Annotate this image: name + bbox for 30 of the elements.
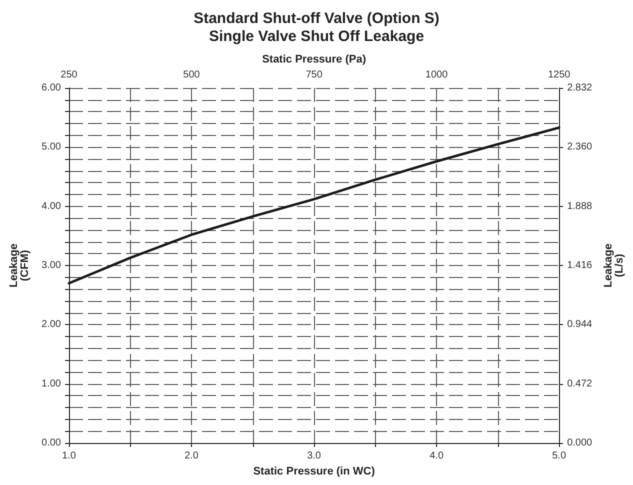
y-tick-label: 0.00 — [42, 438, 62, 448]
chart-subtitle: Single Valve Shut Off Leakage — [208, 28, 424, 45]
y2-tick-label: 2.832 — [567, 82, 593, 94]
y2-tick-label: 0.944 — [567, 319, 593, 330]
y2-axis-title: Leakage (L/s) — [602, 243, 626, 288]
y-tick-label: 2.00 — [42, 319, 62, 330]
x2-tick-label: 500 — [183, 70, 200, 80]
y2-tick-label: 0.000 — [567, 438, 593, 448]
x-axis-title: Static Pressure (in WC) — [253, 465, 376, 478]
x2-tick-label: 1000 — [425, 70, 448, 80]
y2-tick-label: 1.888 — [567, 200, 593, 212]
y2-tick-label: 2.360 — [567, 142, 593, 153]
x-tick-label: 3.0 — [307, 450, 322, 462]
x-tick-label: 1.0 — [62, 450, 76, 462]
y-tick-label: 6.00 — [42, 82, 62, 94]
chart-title: Standard Shut-off Valve (Option S) — [194, 10, 440, 27]
y2-tick-label: 1.416 — [567, 260, 593, 271]
x-tick-label: 5.0 — [552, 450, 566, 462]
y-tick-label: 4.00 — [42, 200, 62, 212]
y-axis-title: Leakage (CFM) — [8, 243, 32, 288]
x-tick-label: 2.0 — [184, 450, 199, 462]
x-tick-label: 4.0 — [430, 450, 444, 462]
x2-tick-label: 1250 — [548, 70, 571, 80]
y2-tick-label: 0.472 — [567, 378, 593, 390]
y-tick-label: 3.00 — [42, 260, 62, 271]
x2-axis-title: Static Pressure (Pa) — [262, 54, 366, 66]
y-tick-label: 5.00 — [42, 142, 62, 153]
x2-tick-label: 750 — [306, 70, 323, 80]
x2-tick-label: 250 — [60, 70, 78, 80]
y-tick-label: 1.00 — [42, 378, 62, 390]
